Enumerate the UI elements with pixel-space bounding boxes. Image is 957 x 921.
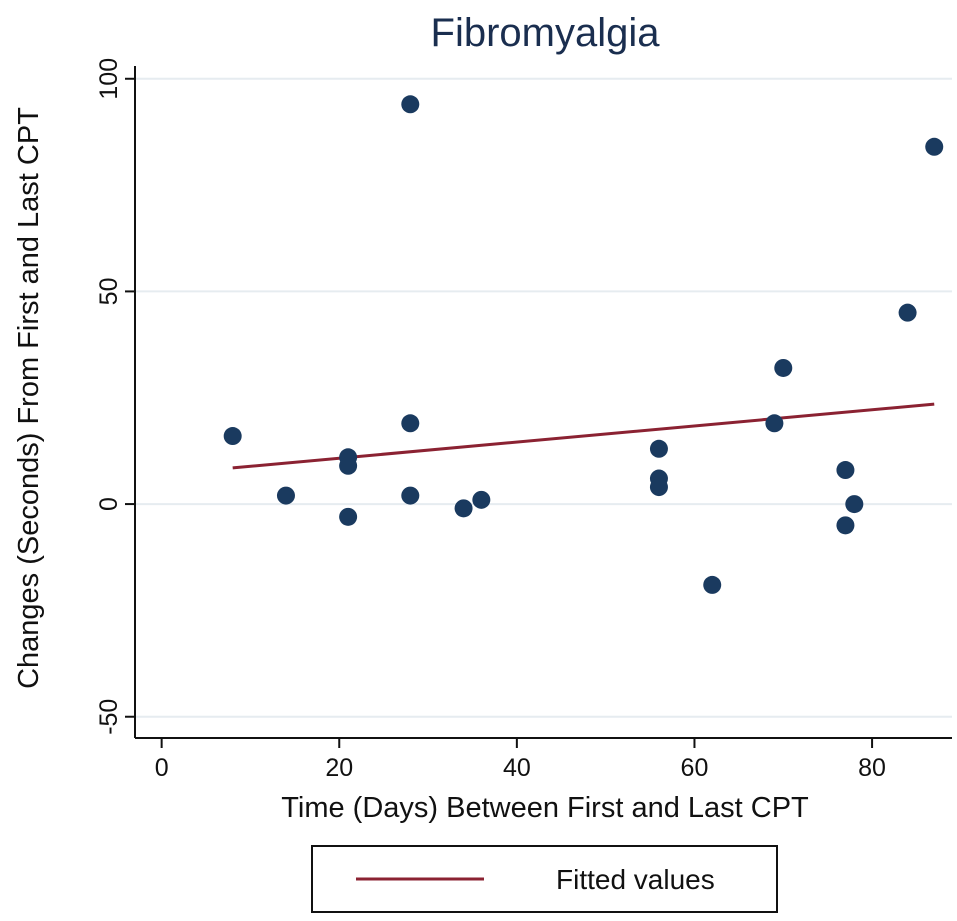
data-point-3: [339, 456, 358, 475]
data-point-19: [898, 303, 917, 322]
x-tick-label-0: 0: [155, 754, 169, 782]
fitted-line-layer: [232, 402, 935, 470]
data-point-15: [774, 358, 793, 377]
y-axis-label: Changes (Seconds) From First and Last CP…: [13, 107, 45, 689]
data-point-13: [703, 575, 722, 594]
x-tick-label-60: 60: [681, 754, 709, 782]
data-point-9: [472, 490, 491, 509]
grid-lines: [135, 77, 952, 718]
y-tick-label-0: 0: [95, 497, 123, 511]
x-axis-label: Time (Days) Between First and Last CPT: [281, 792, 809, 824]
axes: [134, 66, 952, 739]
data-point-1: [276, 486, 295, 505]
data-point-0: [223, 427, 242, 446]
fitted-line: [232, 402, 935, 470]
data-point-7: [401, 486, 420, 505]
data-point-12: [649, 478, 668, 497]
x-tick-label-40: 40: [503, 754, 531, 782]
data-point-18: [845, 495, 864, 514]
chart-title: Fibromyalgia: [431, 11, 661, 55]
x-tick-label-80: 80: [858, 754, 886, 782]
data-point-10: [649, 439, 668, 458]
data-point-16: [836, 461, 855, 480]
data-point-20: [925, 137, 944, 156]
y-tick-label-100: 100: [95, 58, 123, 100]
y-tick-label-50: 50: [95, 278, 123, 306]
x-tick-label-20: 20: [325, 754, 353, 782]
data-points: [223, 95, 944, 594]
data-point-4: [339, 507, 358, 526]
data-point-17: [836, 516, 855, 535]
data-point-5: [401, 95, 420, 114]
legend-fitted-label: Fitted values: [556, 864, 715, 895]
data-point-14: [765, 414, 784, 433]
ticks: -50 0 50 100 0 20 40 60 80: [95, 58, 886, 782]
data-point-8: [454, 499, 473, 518]
data-point-6: [401, 414, 420, 433]
legend: Fitted values: [311, 845, 778, 913]
y-tick-label--50: -50: [95, 699, 123, 735]
